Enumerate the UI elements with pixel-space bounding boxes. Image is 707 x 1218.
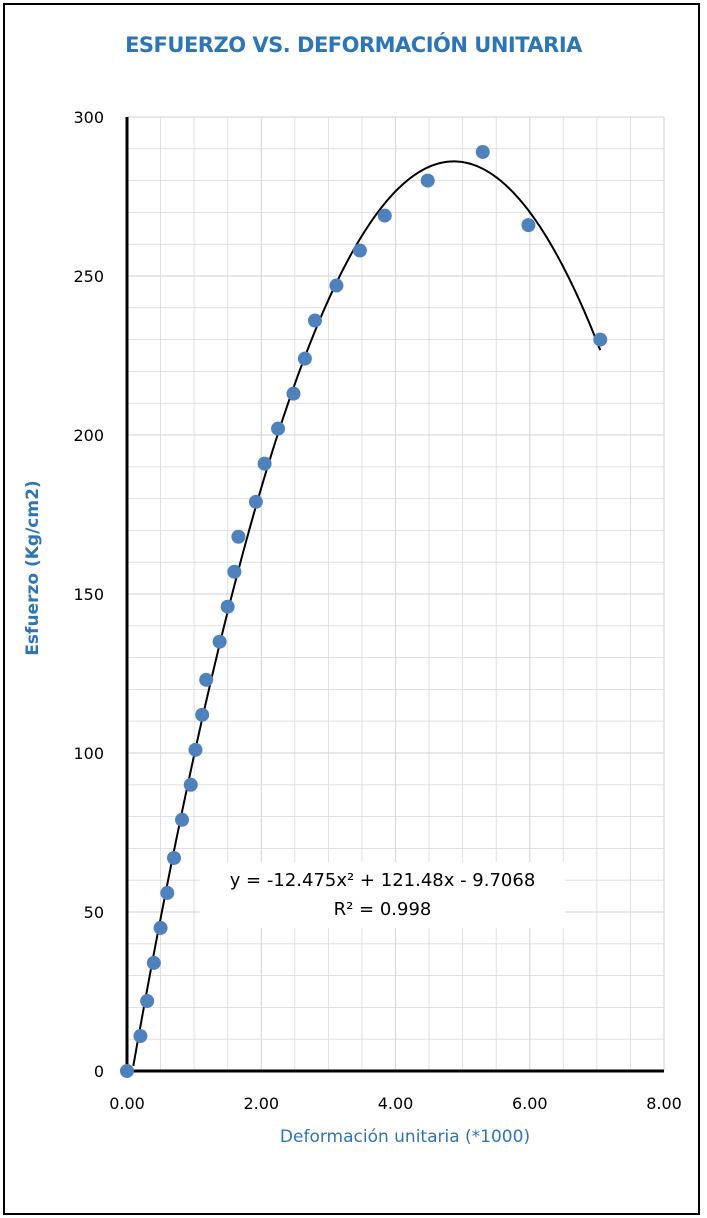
y-tick-label: 50	[84, 903, 104, 922]
x-tick-label: 4.00	[378, 1094, 414, 1113]
data-point	[257, 456, 272, 471]
y-tick-label: 250	[73, 267, 104, 286]
data-point	[475, 144, 490, 159]
data-point	[307, 313, 322, 328]
data-point	[160, 885, 175, 900]
data-point	[153, 920, 168, 935]
x-tick-label: 8.00	[646, 1094, 682, 1113]
x-tick-label: 6.00	[512, 1094, 548, 1113]
y-tick-label: 100	[73, 744, 104, 763]
data-point	[329, 278, 344, 293]
x-tick-label: 0.00	[109, 1094, 145, 1113]
data-point	[133, 1029, 148, 1044]
data-point	[166, 850, 181, 865]
data-point	[297, 351, 312, 366]
data-point	[231, 529, 246, 544]
trendline-equation-box: y = -12.475x² + 121.48x - 9.7068 R² = 0.…	[200, 862, 565, 928]
x-axis-title: Deformación unitaria (*1000)	[279, 1127, 531, 1147]
chart-title: ESFUERZO VS. DEFORMACIÓN UNITARIA	[125, 33, 582, 57]
data-point	[377, 208, 392, 223]
data-point	[420, 173, 435, 188]
data-point	[199, 672, 214, 687]
data-point	[227, 564, 242, 579]
y-tick-label: 200	[73, 426, 104, 445]
chart-frame	[3, 3, 700, 1215]
data-point	[593, 332, 608, 347]
data-point	[248, 494, 263, 509]
data-point	[195, 707, 210, 722]
x-tick-label: 2.00	[243, 1094, 279, 1113]
data-point	[146, 955, 161, 970]
y-tick-label: 300	[73, 108, 104, 127]
data-point	[140, 994, 155, 1009]
y-tick-label: 150	[73, 585, 104, 604]
data-point	[120, 1064, 134, 1078]
y-tick-label: 0	[94, 1062, 104, 1081]
data-point	[271, 421, 286, 436]
data-point	[212, 634, 227, 649]
y-axis-title: Esfuerzo (Kg/cm2)	[23, 480, 43, 656]
data-point	[183, 777, 198, 792]
data-point	[286, 386, 301, 401]
data-point	[521, 218, 536, 233]
data-point	[220, 599, 235, 614]
data-point	[188, 742, 203, 757]
trendline-equation: y = -12.475x² + 121.48x - 9.7068	[229, 870, 536, 891]
data-point	[175, 812, 190, 827]
data-point	[352, 243, 367, 258]
trendline-r-squared: R² = 0.998	[333, 899, 432, 920]
